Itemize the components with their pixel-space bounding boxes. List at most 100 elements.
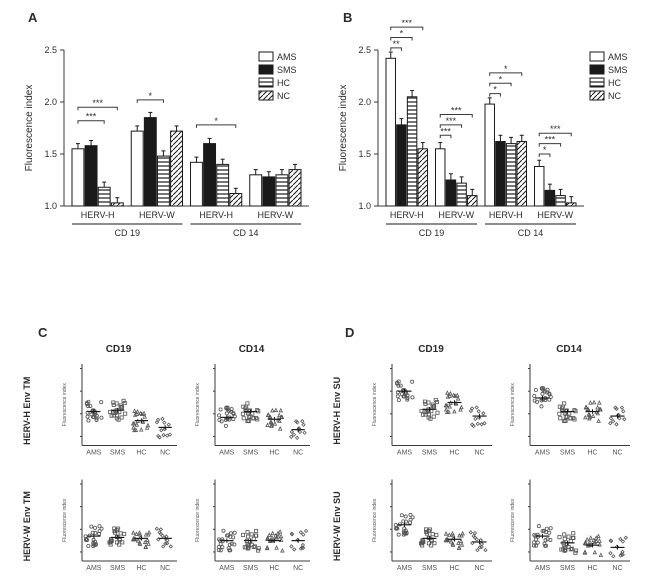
svg-text:SMS: SMS: [110, 565, 126, 572]
svg-text:SMS: SMS: [422, 565, 438, 572]
legend-label: SMS: [608, 65, 628, 75]
bar: [386, 58, 395, 206]
panel-b-chart: 1.01.52.02.5Fluorescence indexHERV-HHERV…: [332, 20, 642, 250]
svg-text:**: **: [393, 39, 401, 49]
svg-text:***: ***: [446, 116, 457, 126]
bar: [446, 180, 455, 206]
bar: [567, 203, 576, 206]
svg-text:NC: NC: [160, 565, 170, 572]
bar: [230, 194, 242, 206]
svg-text:NC: NC: [293, 450, 303, 457]
bar: [276, 175, 288, 206]
svg-text:HERV-W: HERV-W: [438, 210, 474, 220]
svg-text:Fluorescence index: Fluorescence index: [338, 85, 349, 172]
bar: [191, 162, 203, 206]
svg-text:NC: NC: [474, 450, 484, 457]
row-title: HERV-H Env TM: [22, 377, 32, 445]
legend-swatch: [259, 52, 273, 61]
svg-text:Fluorescence index: Fluorescence index: [510, 498, 516, 542]
svg-text:Fluorescence index: Fluorescence index: [372, 383, 378, 427]
svg-text:1.0: 1.0: [44, 201, 57, 211]
svg-text:NC: NC: [612, 450, 622, 457]
svg-text:HC: HC: [269, 565, 279, 572]
bar: [217, 164, 229, 206]
bar: [98, 187, 110, 206]
panel-d-chart: CD19CD14HERV-H Env SUHERV-W Env SUFluore…: [328, 338, 638, 583]
svg-text:HC: HC: [136, 450, 146, 457]
bar: [131, 131, 143, 206]
svg-text:CD 14: CD 14: [518, 228, 544, 238]
svg-text:HERV-H: HERV-H: [81, 210, 115, 220]
svg-text:*: *: [504, 64, 508, 74]
svg-text:*: *: [543, 145, 547, 155]
figure: A B C D 1.01.52.02.5Fluorescence indexHE…: [0, 0, 650, 587]
svg-text:AMS: AMS: [535, 450, 551, 457]
legend-label: NC: [277, 91, 290, 101]
bar: [250, 175, 262, 206]
legend-swatch: [590, 91, 604, 100]
svg-text:2.0: 2.0: [358, 97, 371, 107]
bar: [72, 149, 84, 206]
svg-text:HC: HC: [587, 565, 597, 572]
panel-c-chart: CD19 CD14 HERV-H Env TM HERV-W Env TM Fluore…: [18, 338, 318, 583]
bar: [436, 149, 445, 206]
bar: [485, 104, 494, 206]
bar: [397, 125, 406, 206]
svg-text:SMS: SMS: [243, 450, 259, 457]
bar: [157, 156, 169, 206]
svg-text:***: ***: [401, 20, 412, 28]
col-title: CD14: [239, 344, 265, 355]
legend-swatch: [590, 78, 604, 87]
legend-swatch: [590, 52, 604, 61]
legend-swatch: [259, 91, 273, 100]
svg-text:2.5: 2.5: [358, 45, 371, 55]
svg-text:2.5: 2.5: [44, 45, 57, 55]
svg-text:CD 14: CD 14: [233, 228, 259, 238]
svg-text:HERV-H: HERV-H: [199, 210, 233, 220]
bar: [468, 196, 477, 206]
svg-text:HERV-W: HERV-W: [139, 210, 175, 220]
svg-text:1.5: 1.5: [44, 149, 57, 159]
bar: [263, 177, 275, 206]
svg-text:CD 19: CD 19: [114, 228, 140, 238]
bar: [496, 142, 505, 206]
svg-text:AMS: AMS: [86, 450, 102, 457]
svg-text:*: *: [149, 91, 153, 101]
svg-text:NC: NC: [474, 565, 484, 572]
bar: [85, 146, 97, 206]
legend-label: NC: [608, 91, 621, 101]
svg-text:AMS: AMS: [535, 565, 551, 572]
legend-label: HC: [608, 78, 621, 88]
svg-text:***: ***: [545, 135, 556, 145]
svg-text:***: ***: [440, 126, 451, 136]
legend-label: AMS: [277, 52, 297, 62]
row-title: HERV-H Env SU: [332, 377, 342, 445]
legend-swatch: [259, 78, 273, 87]
bar: [289, 170, 301, 206]
row-title: HERV-W Env TM: [22, 491, 32, 561]
svg-text:***: ***: [92, 98, 103, 108]
col-title: CD19: [106, 344, 132, 355]
svg-text:*: *: [493, 85, 497, 95]
svg-text:HERV-H: HERV-H: [390, 210, 424, 220]
bar: [556, 196, 565, 206]
bar: [418, 149, 427, 206]
svg-text:Fluorescence index: Fluorescence index: [372, 498, 378, 542]
svg-text:AMS: AMS: [86, 565, 102, 572]
bar: [457, 183, 466, 206]
svg-text:HERV-W: HERV-W: [257, 210, 293, 220]
svg-text:HC: HC: [587, 450, 597, 457]
svg-text:***: ***: [451, 105, 462, 115]
svg-text:2.0: 2.0: [44, 97, 57, 107]
bar: [111, 203, 123, 206]
svg-text:CD 19: CD 19: [419, 228, 445, 238]
svg-text:HC: HC: [136, 565, 146, 572]
svg-text:NC: NC: [160, 450, 170, 457]
bar: [517, 142, 526, 206]
svg-text:Fluorescence index: Fluorescence index: [24, 85, 35, 172]
svg-text:HERV-H: HERV-H: [489, 210, 523, 220]
legend-swatch: [259, 65, 273, 74]
bar: [545, 190, 554, 206]
svg-text:Fluorescence index: Fluorescence index: [195, 383, 201, 427]
bar: [204, 144, 216, 206]
